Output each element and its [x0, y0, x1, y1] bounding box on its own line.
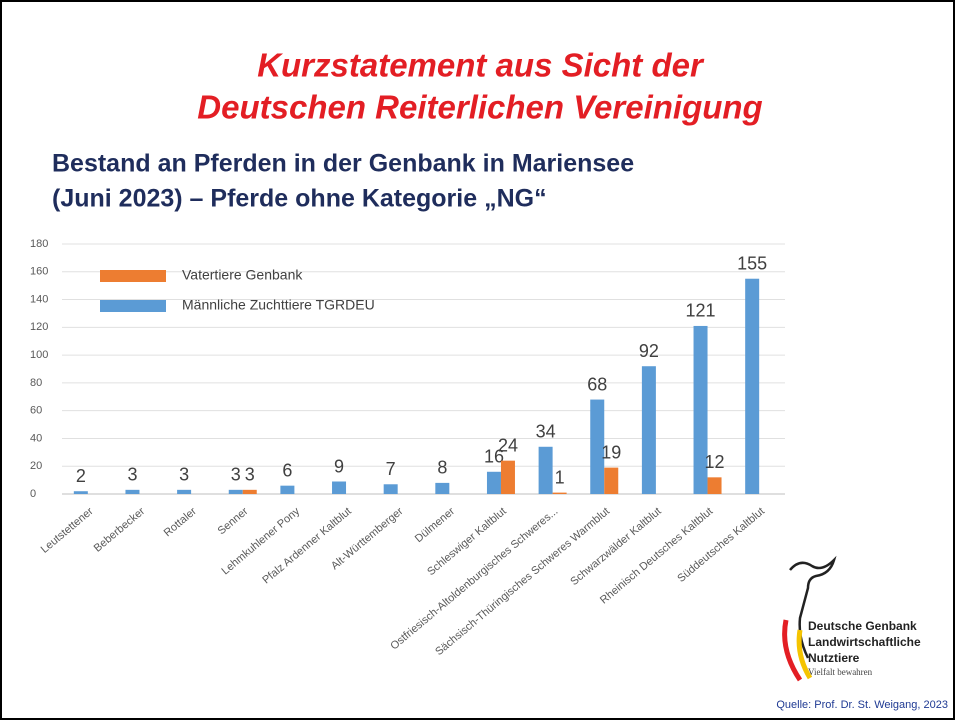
y-tick-label: 180 — [30, 238, 48, 250]
y-tick-label: 60 — [30, 405, 42, 417]
data-label: 16 — [484, 447, 504, 467]
legend-label: Männliche Zuchttiere TGRDEU — [182, 297, 375, 313]
bar — [332, 481, 347, 494]
bar — [552, 492, 567, 494]
bar — [500, 460, 515, 494]
y-tick-label: 100 — [30, 349, 48, 361]
data-label: 24 — [498, 435, 518, 455]
legend-label: Vatertiere Genbank — [182, 267, 303, 283]
data-label: 8 — [437, 458, 447, 478]
bar — [73, 491, 88, 494]
source: Quelle: Prof. Dr. St. Weigang, 2023 — [776, 699, 948, 711]
bar — [280, 485, 295, 494]
title: Kurzstatement aus Sicht der — [257, 47, 705, 84]
data-label: 34 — [536, 422, 556, 442]
y-tick-label: 40 — [30, 432, 42, 444]
legend-swatch — [100, 300, 166, 312]
bar — [125, 489, 140, 494]
y-tick-label: 20 — [30, 460, 42, 472]
subtitle: (Juni 2023) – Pferde ohne Kategorie „NG“ — [52, 185, 547, 213]
bar — [228, 489, 243, 494]
bar — [604, 467, 619, 494]
bar — [590, 399, 605, 494]
data-label: 155 — [737, 253, 767, 273]
logo-text: Nutztiere — [808, 651, 860, 665]
bar — [707, 477, 722, 494]
data-label: 3 — [231, 465, 241, 485]
bar — [745, 278, 760, 494]
bar — [693, 325, 708, 494]
bar — [435, 482, 450, 494]
y-tick-label: 0 — [30, 488, 36, 500]
bar — [177, 489, 192, 494]
bar — [242, 489, 257, 494]
bar — [538, 446, 553, 494]
data-label: 121 — [686, 301, 716, 321]
logo-text: Landwirtschaftliche — [808, 635, 921, 649]
data-label: 68 — [587, 374, 607, 394]
data-label: 19 — [601, 442, 621, 462]
bar — [641, 366, 656, 494]
bar — [383, 484, 398, 494]
logo: Deutsche Genbank Landwirtschaftliche Nut… — [782, 555, 921, 682]
legend-swatch — [100, 270, 166, 282]
data-label: 7 — [386, 459, 396, 479]
data-label: 3 — [245, 465, 255, 485]
data-label: 6 — [282, 460, 292, 480]
data-label: 9 — [334, 456, 344, 476]
data-label: 2 — [76, 466, 86, 486]
y-tick-label: 120 — [30, 321, 48, 333]
y-tick-label: 80 — [30, 377, 42, 389]
data-label: 1 — [555, 467, 565, 487]
y-tick-label: 160 — [30, 266, 48, 278]
data-label: 3 — [127, 465, 137, 485]
data-label: 12 — [705, 452, 725, 472]
data-label: 92 — [639, 341, 659, 361]
data-label: 3 — [179, 465, 189, 485]
logo-tagline: Vielfalt bewahren — [808, 667, 873, 677]
subtitle: Bestand an Pferden in der Genbank in Mar… — [52, 150, 634, 178]
y-tick-label: 140 — [30, 293, 48, 305]
logo-text: Deutsche Genbank — [808, 619, 917, 633]
title: Deutschen Reiterlichen Vereinigung — [197, 89, 762, 126]
bar — [486, 471, 501, 494]
